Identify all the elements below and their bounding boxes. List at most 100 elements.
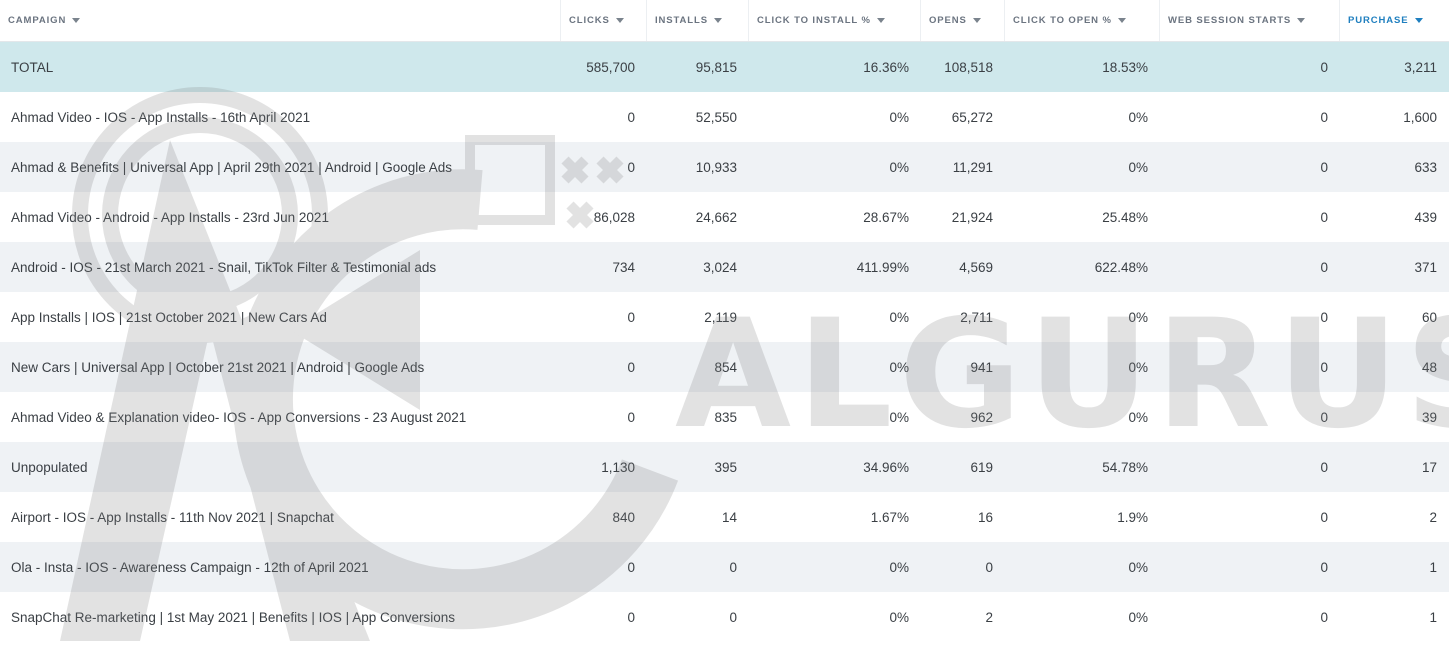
column-header-label: OPENS bbox=[929, 15, 967, 26]
click-to-open-cell: 0% bbox=[1128, 409, 1148, 425]
table-row[interactable]: Ola - Insta - IOS - Awareness Campaign -… bbox=[0, 542, 1449, 592]
click-to-install-cell: 0% bbox=[889, 109, 909, 125]
click-to-install-cell: 0% bbox=[889, 359, 909, 375]
purchase-cell: 17 bbox=[1421, 459, 1437, 475]
chevron-down-icon[interactable] bbox=[972, 18, 981, 23]
campaign-cell: Airport - IOS - App Installs - 11th Nov … bbox=[11, 509, 334, 525]
click-to-open-cell: 0% bbox=[1128, 359, 1148, 375]
purchase-cell: 439 bbox=[1414, 209, 1437, 225]
click-to-open-cell: 25.48% bbox=[1102, 209, 1148, 225]
chevron-down-icon[interactable] bbox=[615, 18, 624, 23]
purchase-cell: 48 bbox=[1421, 359, 1437, 375]
click-to-install-cell: 0% bbox=[889, 559, 909, 575]
click-to-open-cell: 0% bbox=[1128, 159, 1148, 175]
column-header-campaign[interactable]: CAMPAIGN bbox=[0, 0, 561, 41]
click-to-install-cell: 28.67% bbox=[863, 209, 909, 225]
table-row[interactable]: Airport - IOS - App Installs - 11th Nov … bbox=[0, 492, 1449, 542]
click-to-open-cell: 0% bbox=[1128, 109, 1148, 125]
web-session-starts-cell: 0 bbox=[1320, 409, 1328, 425]
purchase-cell: 633 bbox=[1414, 159, 1437, 175]
campaign-cell: Ola - Insta - IOS - Awareness Campaign -… bbox=[11, 559, 369, 575]
installs-cell: 24,662 bbox=[695, 209, 737, 225]
table-body: Ahmad Video - IOS - App Installs - 16th … bbox=[0, 92, 1449, 642]
opens-cell: 941 bbox=[970, 359, 993, 375]
campaign-cell: SnapChat Re-marketing | 1st May 2021 | B… bbox=[11, 609, 455, 625]
click-to-open-cell: 54.78% bbox=[1102, 459, 1148, 475]
opens-cell: 16 bbox=[977, 509, 993, 525]
web-session-starts-cell: 0 bbox=[1320, 59, 1328, 75]
purchase-cell: 1,600 bbox=[1403, 109, 1437, 125]
table-row[interactable]: New Cars | Universal App | October 21st … bbox=[0, 342, 1449, 392]
clicks-cell: 0 bbox=[627, 309, 635, 325]
installs-cell: 3,024 bbox=[703, 259, 737, 275]
web-session-starts-cell: 0 bbox=[1320, 459, 1328, 475]
click-to-install-cell: 0% bbox=[889, 409, 909, 425]
opens-cell: 21,924 bbox=[951, 209, 993, 225]
opens-cell: 2,711 bbox=[960, 309, 993, 325]
table-row[interactable]: App Installs | IOS | 21st October 2021 |… bbox=[0, 292, 1449, 342]
chevron-down-icon[interactable] bbox=[713, 18, 722, 23]
chevron-down-icon[interactable] bbox=[72, 18, 81, 23]
campaign-cell: App Installs | IOS | 21st October 2021 |… bbox=[11, 309, 327, 325]
click-to-open-cell: 622.48% bbox=[1094, 259, 1148, 275]
column-header-opens[interactable]: OPENS bbox=[921, 0, 1005, 41]
sort-desc-icon[interactable] bbox=[1414, 18, 1423, 23]
web-session-starts-cell: 0 bbox=[1320, 309, 1328, 325]
clicks-cell: 0 bbox=[627, 109, 635, 125]
chevron-down-icon[interactable] bbox=[1117, 18, 1126, 23]
column-header-label: WEB SESSION STARTS bbox=[1168, 15, 1292, 26]
click-to-install-cell: 0% bbox=[889, 609, 909, 625]
campaign-cell: Ahmad Video & Explanation video- IOS - A… bbox=[11, 409, 467, 425]
table-row[interactable]: Ahmad Video - IOS - App Installs - 16th … bbox=[0, 92, 1449, 142]
opens-cell: 0 bbox=[985, 559, 993, 575]
installs-cell: 0 bbox=[729, 609, 737, 625]
column-header-label: CLICK TO INSTALL % bbox=[757, 15, 871, 26]
table-row[interactable]: SnapChat Re-marketing | 1st May 2021 | B… bbox=[0, 592, 1449, 642]
purchase-cell: 2 bbox=[1429, 509, 1437, 525]
click-to-install-cell: 0% bbox=[889, 309, 909, 325]
click-to-install-cell: 411.99% bbox=[856, 259, 909, 275]
click-to-install-cell: 16.36% bbox=[863, 59, 909, 75]
installs-cell: 395 bbox=[714, 459, 737, 475]
chevron-down-icon[interactable] bbox=[1297, 18, 1306, 23]
clicks-cell: 1,130 bbox=[601, 459, 635, 475]
installs-cell: 854 bbox=[714, 359, 737, 375]
clicks-cell: 0 bbox=[627, 359, 635, 375]
table-row[interactable]: Unpopulated 1,130 395 34.96% 619 54.78% 0 17 bbox=[0, 442, 1449, 492]
opens-cell: 11,291 bbox=[952, 159, 993, 175]
opens-cell: 108,518 bbox=[944, 59, 993, 75]
column-header-label: PURCHASE bbox=[1348, 15, 1409, 26]
installs-cell: 95,815 bbox=[695, 59, 737, 75]
column-header-clicks[interactable]: CLICKS bbox=[561, 0, 647, 41]
web-session-starts-cell: 0 bbox=[1320, 159, 1328, 175]
table-row[interactable]: Ahmad Video & Explanation video- IOS - A… bbox=[0, 392, 1449, 442]
clicks-cell: 0 bbox=[627, 559, 635, 575]
campaign-cell: Android - IOS - 21st March 2021 - Snail,… bbox=[11, 259, 437, 275]
table-row[interactable]: Android - IOS - 21st March 2021 - Snail,… bbox=[0, 242, 1449, 292]
table-header-row: CAMPAIGN CLICKS INSTALLS CLICK TO INSTAL… bbox=[0, 0, 1449, 42]
purchase-cell: 1 bbox=[1429, 559, 1437, 575]
campaign-cell: TOTAL bbox=[11, 59, 54, 75]
total-row: TOTAL 585,700 95,815 16.36% 108,518 18.5… bbox=[0, 42, 1449, 92]
opens-cell: 962 bbox=[970, 409, 993, 425]
column-header-click-to-install[interactable]: CLICK TO INSTALL % bbox=[749, 0, 921, 41]
column-header-label: INSTALLS bbox=[655, 15, 708, 26]
click-to-install-cell: 34.96% bbox=[863, 459, 909, 475]
column-header-label: CLICKS bbox=[569, 15, 610, 26]
clicks-cell: 0 bbox=[627, 409, 635, 425]
installs-cell: 835 bbox=[714, 409, 737, 425]
table-row[interactable]: Ahmad Video - Android - App Installs - 2… bbox=[0, 192, 1449, 242]
clicks-cell: 0 bbox=[627, 159, 635, 175]
column-header-click-to-open[interactable]: CLICK TO OPEN % bbox=[1005, 0, 1160, 41]
table-row[interactable]: Ahmad & Benefits | Universal App | April… bbox=[0, 142, 1449, 192]
click-to-open-cell: 0% bbox=[1128, 309, 1148, 325]
column-header-web-session-starts[interactable]: WEB SESSION STARTS bbox=[1160, 0, 1340, 41]
column-header-purchase[interactable]: PURCHASE bbox=[1340, 0, 1449, 41]
column-header-installs[interactable]: INSTALLS bbox=[647, 0, 749, 41]
click-to-install-cell: 0% bbox=[889, 159, 909, 175]
campaign-cell: Ahmad & Benefits | Universal App | April… bbox=[11, 159, 453, 175]
purchase-cell: 60 bbox=[1421, 309, 1437, 325]
clicks-cell: 585,700 bbox=[586, 59, 635, 75]
chevron-down-icon[interactable] bbox=[876, 18, 885, 23]
purchase-cell: 39 bbox=[1421, 409, 1437, 425]
